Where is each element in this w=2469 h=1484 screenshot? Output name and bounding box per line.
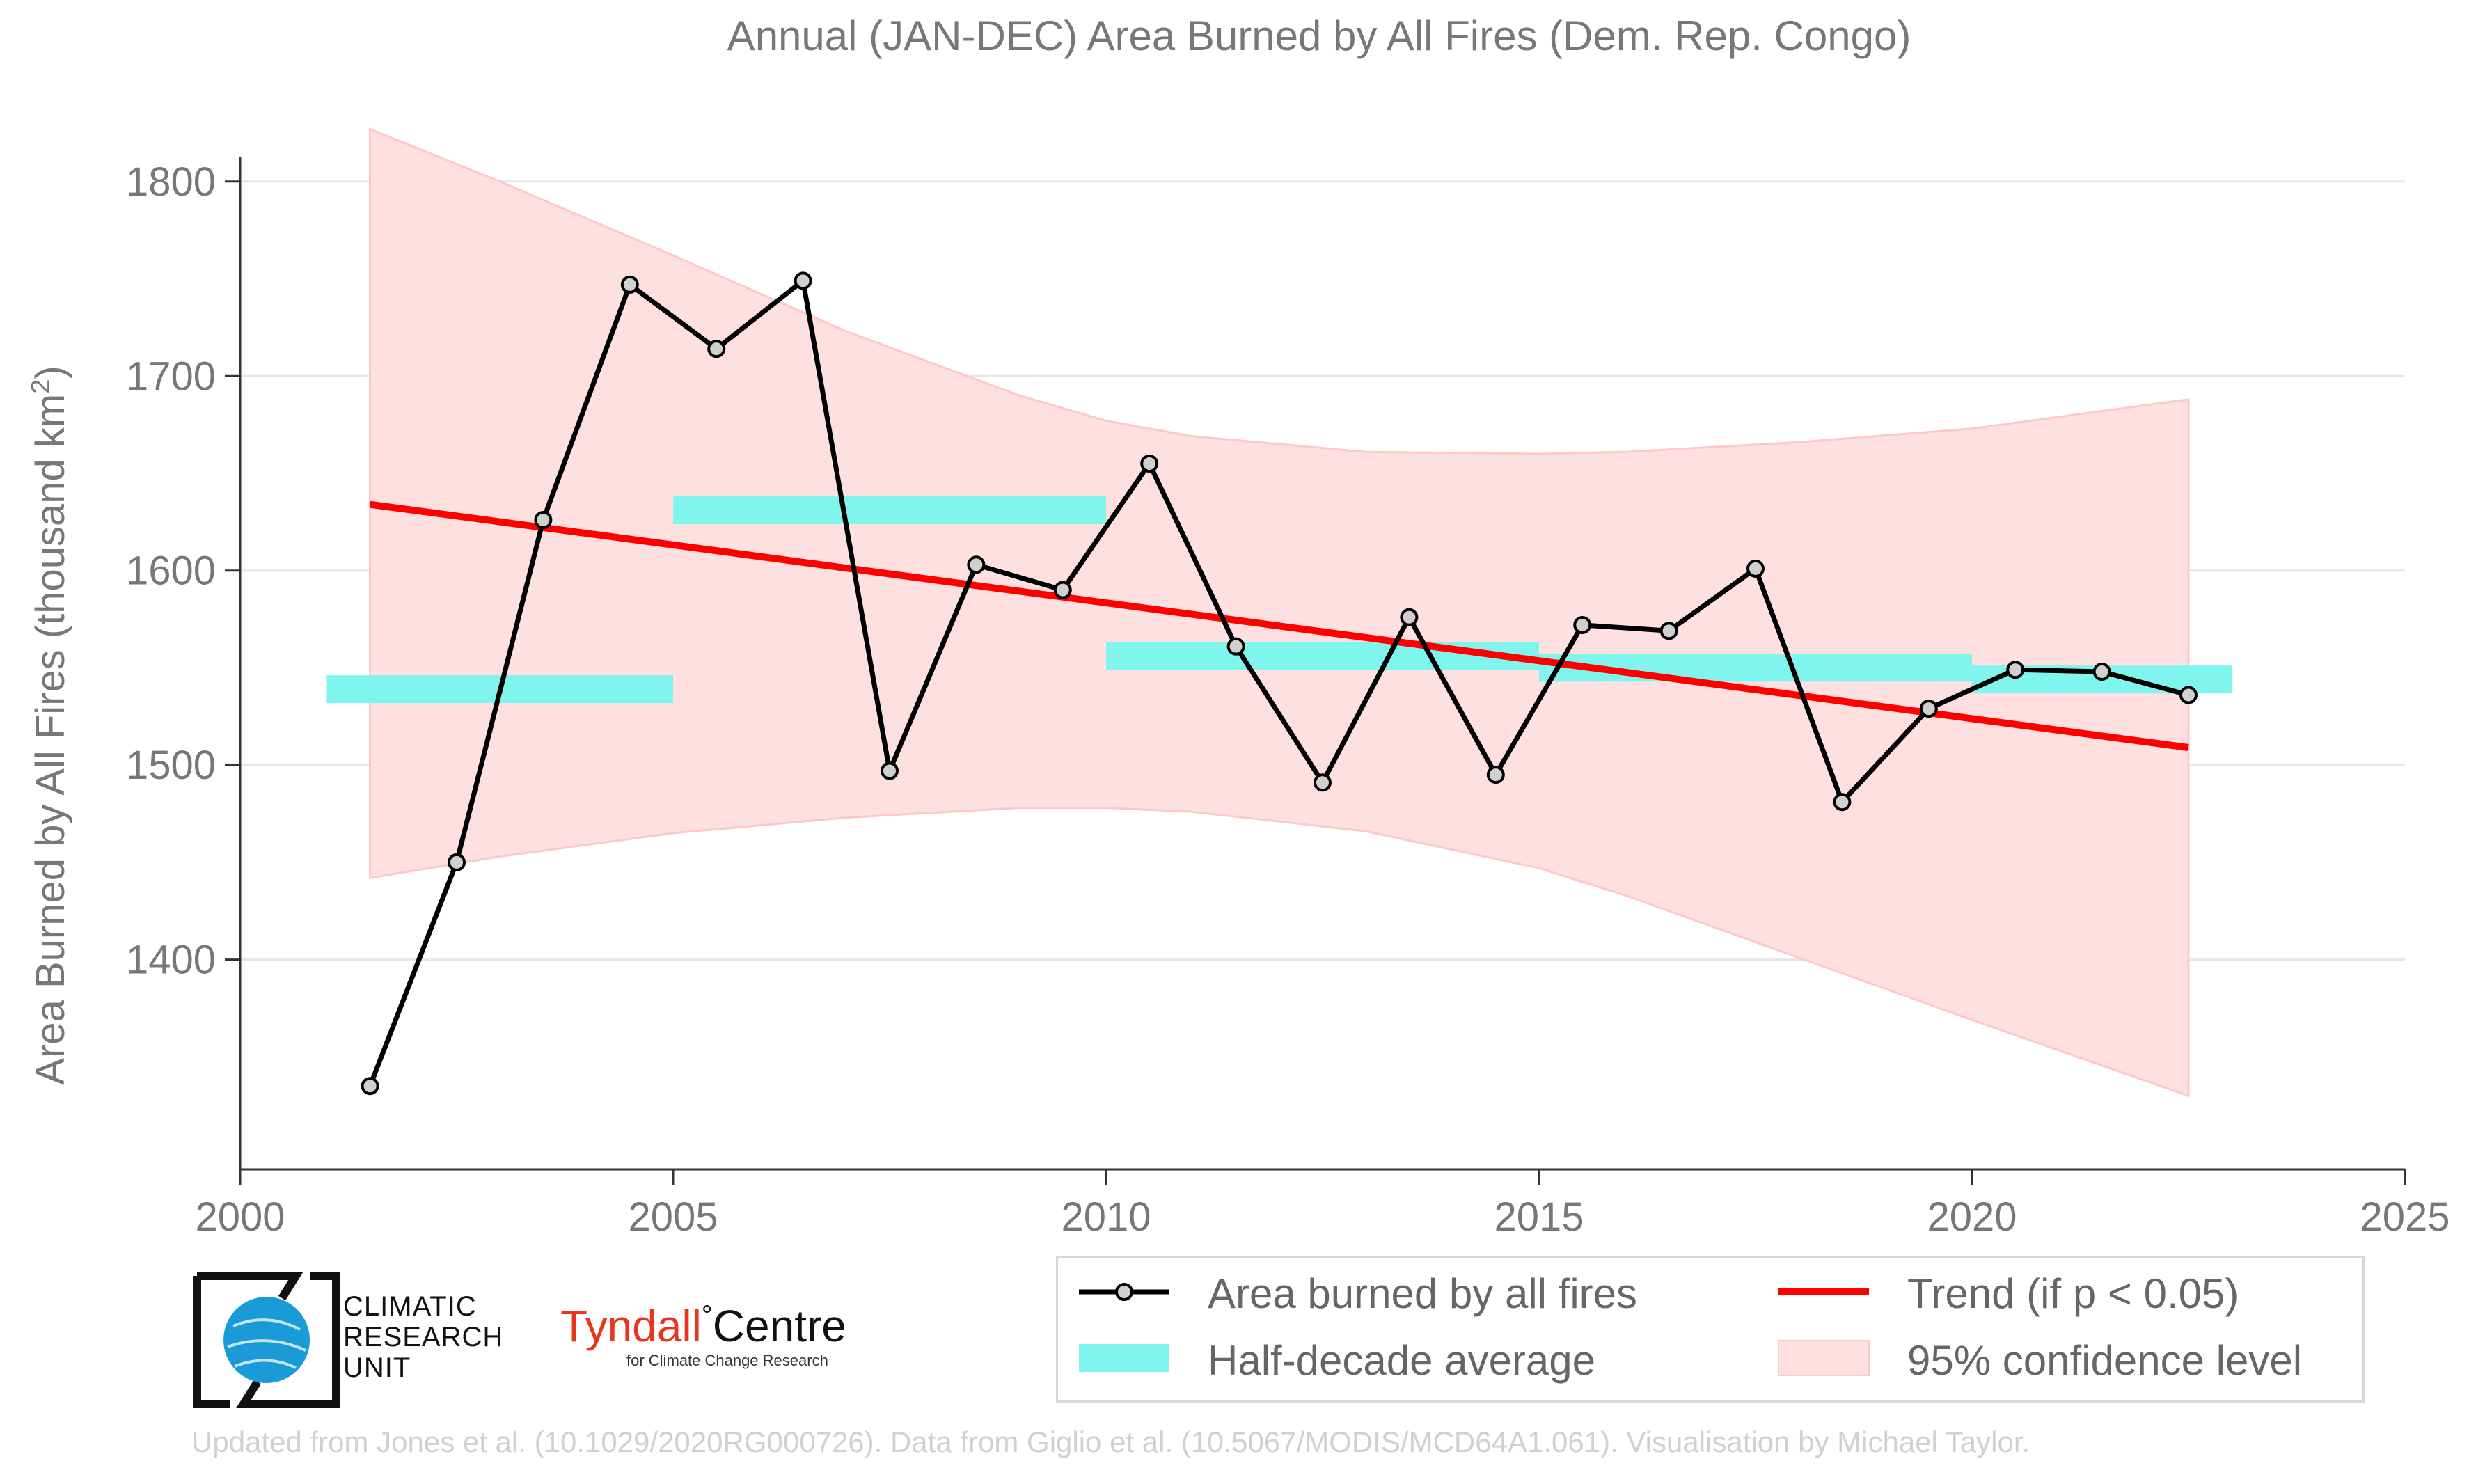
confidence-band [369, 127, 2190, 1098]
point-layer [361, 271, 2198, 1096]
data-point-20 [2092, 663, 2111, 681]
cru-line-2: RESEARCH [343, 1322, 504, 1352]
data-point-19 [2006, 661, 2025, 679]
data-point-17 [1833, 793, 1852, 812]
data-point-18 [1919, 700, 1938, 718]
y-axis-label-main: Area Burned by All Fires (thousand km [28, 394, 73, 1085]
confidence-band-layer [369, 127, 2190, 1098]
data-point-14 [1573, 615, 1592, 634]
data-point-5 [794, 271, 812, 290]
y-tick-label-1700: 1700 [126, 354, 216, 399]
data-point-1 [448, 853, 466, 871]
data-point-7 [967, 555, 986, 574]
half-decade-bar-1 [673, 496, 1106, 525]
legend-symbol-half-decade [1079, 1344, 1169, 1372]
legend-label-trend: Trend (if p < 0.05) [1907, 1270, 2239, 1317]
y-tick-label-1600: 1600 [126, 548, 216, 594]
trend-layer [369, 500, 2189, 751]
axis-layer: 1400 1500 1600 1700 1800 2000 2005 2010 2015 2020… [126, 157, 2450, 1240]
legend-label-area-burned: Area burned by all fires [1208, 1270, 1637, 1317]
half-decade-layer [326, 496, 2232, 704]
data-point-16 [1746, 559, 1765, 578]
tyndall-name: Tyndall [560, 1301, 702, 1351]
y-axis-label: Area Burned by All Fires (thousand km2) [26, 365, 73, 1084]
chart-title: Annual (JAN-DEC) Area Burned by All Fire… [727, 13, 1911, 59]
tyndall-logo: Tyndall°Centre [560, 1300, 846, 1352]
data-point-4 [707, 340, 726, 358]
x-tick-label-2010: 2010 [1061, 1194, 1151, 1240]
legend-symbol-confidence [1778, 1340, 1870, 1376]
y-axis-label-close: ) [28, 365, 73, 379]
half-decade-bar-2 [1106, 642, 1539, 670]
data-point-9 [1140, 455, 1159, 473]
legend-label-confidence: 95% confidence level [1907, 1337, 2303, 1384]
line-layer [368, 278, 2189, 1087]
cru-line-1: CLIMATIC [343, 1291, 477, 1322]
y-tick-label-1400: 1400 [126, 938, 216, 983]
cru-line-3: UNIT [343, 1352, 411, 1383]
y-tick-label-1800: 1800 [126, 159, 216, 205]
tyndall-degree: ° [701, 1300, 713, 1331]
data-point-6 [881, 761, 899, 780]
data-point-12 [1400, 608, 1419, 626]
trend-line [369, 500, 2189, 751]
x-tick-label-2020: 2020 [1927, 1194, 2017, 1240]
legend-symbol-trend [1778, 1288, 1869, 1295]
x-tick-label-2025: 2025 [2360, 1194, 2450, 1240]
data-point-15 [1659, 622, 1678, 640]
data-point-8 [1053, 581, 1072, 599]
data-point-21 [2179, 686, 2198, 704]
cru-logo: CLIMATIC RESEARCH UNIT [191, 1270, 526, 1410]
legend: Area burned by all fires Trend (if p < 0… [1056, 1256, 2365, 1403]
y-axis-label-sup: 2 [26, 379, 56, 394]
y-tick-label-1500: 1500 [126, 743, 216, 788]
data-point-13 [1486, 766, 1505, 784]
cru-logo-text: CLIMATIC RESEARCH UNIT [343, 1291, 503, 1383]
x-tick-label-2015: 2015 [1494, 1194, 1584, 1240]
data-point-2 [534, 511, 553, 530]
tyndall-centre: Centre [712, 1301, 846, 1351]
area-burned-line [368, 278, 2189, 1087]
credit-line: Updated from Jones et al. (10.1029/2020R… [191, 1426, 2030, 1458]
data-point-0 [361, 1077, 379, 1096]
legend-label-half-decade: Half-decade average [1208, 1337, 1596, 1384]
data-point-3 [620, 275, 639, 294]
cru-logo-icon [193, 1272, 340, 1408]
legend-symbol-area-burned [1079, 1283, 1169, 1301]
x-tick-label-2005: 2005 [628, 1194, 718, 1240]
tyndall-subtitle: for Climate Change Research [626, 1352, 828, 1369]
data-point-11 [1314, 773, 1332, 792]
x-tick-label-2000: 2000 [195, 1194, 285, 1240]
data-point-10 [1226, 637, 1245, 656]
